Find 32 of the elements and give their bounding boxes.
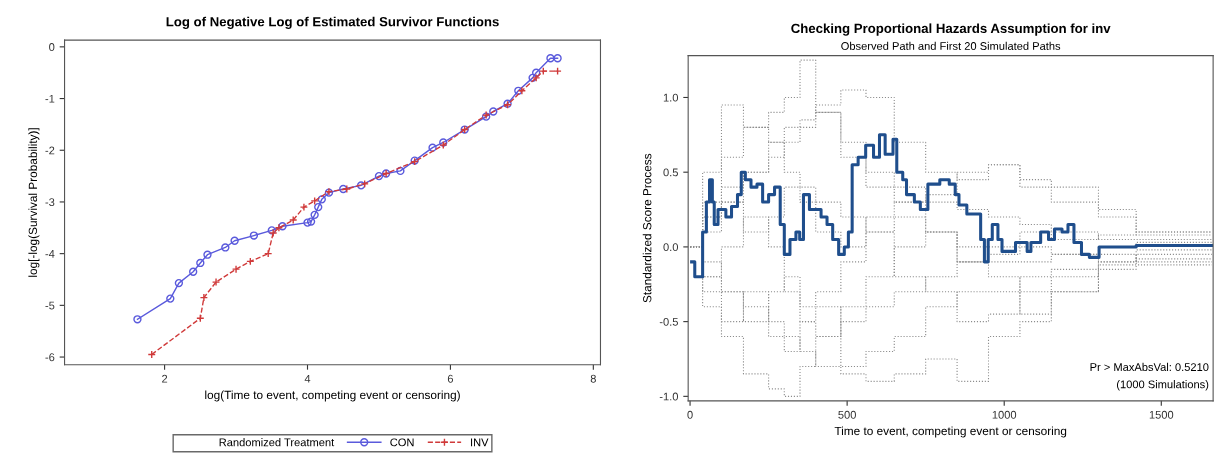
x-tick-label: 6 xyxy=(447,374,454,383)
x-tick-label: 2 xyxy=(162,374,168,383)
y-tick-label: -3 xyxy=(45,198,55,207)
chart-subtitle: Observed Path and First 20 Simulated Paths xyxy=(841,41,1061,50)
x-tick-label: 500 xyxy=(838,410,856,419)
y-tick-label: -5 xyxy=(45,301,55,310)
y-tick-label: 0.0 xyxy=(663,243,679,252)
legend-title: Randomized Treatment xyxy=(219,438,335,447)
y-tick-label: -1.0 xyxy=(659,392,679,401)
annotation: (1000 Simulations) xyxy=(1116,380,1209,391)
y-tick-label: -2 xyxy=(45,146,55,155)
y-tick-label: 1.0 xyxy=(663,93,679,102)
x-tick-label: 8 xyxy=(590,374,596,383)
legend-label: INV xyxy=(471,438,489,447)
y-axis-title: Standardized Score Process xyxy=(642,153,652,303)
y-tick-label: 0.5 xyxy=(663,168,678,177)
y-tick-label: -1 xyxy=(45,94,55,103)
chart-title: Checking Proportional Hazards Assumption for inv xyxy=(791,23,1111,36)
x-tick-label: 1000 xyxy=(992,410,1017,419)
y-axis-title: log[-log(Survival Probability)] xyxy=(28,128,40,277)
y-tick-label: -0.5 xyxy=(659,317,678,326)
y-tick-label: -6 xyxy=(45,353,55,362)
x-axis-title: log(Time to event, competing event or censoring) xyxy=(205,390,460,402)
x-tick-label: 4 xyxy=(304,374,311,383)
annotation: Pr > MaxAbsVal: 0.5210 xyxy=(1090,362,1209,372)
legend-label: CON xyxy=(390,438,414,447)
y-tick-label: 0 xyxy=(49,43,55,51)
x-tick-label: 0 xyxy=(687,410,693,419)
y-tick-label: -4 xyxy=(45,250,55,258)
chart-title: Log of Negative Log of Estimated Survivor Functions xyxy=(166,16,499,30)
x-axis-title: Time to event, competing event or censoring xyxy=(834,426,1067,438)
x-tick-label: 1500 xyxy=(1149,410,1174,419)
